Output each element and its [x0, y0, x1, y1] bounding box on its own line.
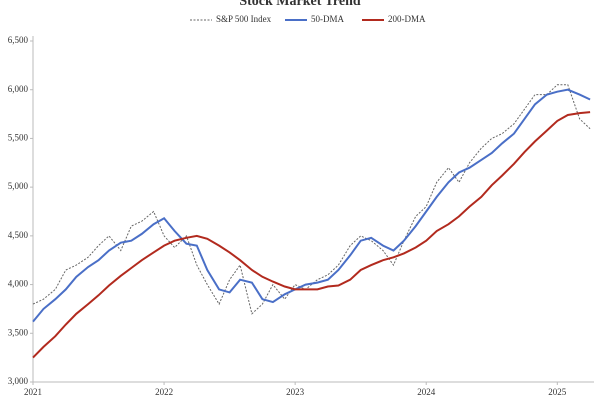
- y-tick-label: 3,500: [8, 327, 29, 337]
- x-tick-label: 2024: [417, 387, 436, 397]
- x-tick-label: 2021: [24, 387, 42, 397]
- x-tick-label: 2022: [155, 387, 173, 397]
- y-tick-label: 6,000: [8, 84, 29, 94]
- y-tick-label: 4,500: [8, 230, 29, 240]
- y-tick-label: 5,500: [8, 132, 29, 142]
- y-tick-label: 4,000: [8, 279, 29, 289]
- x-tick-label: 2023: [286, 387, 305, 397]
- y-tick-label: 5,000: [8, 181, 29, 191]
- series-line: [32, 88, 591, 323]
- legend-label: S&P 500 Index: [216, 14, 272, 24]
- y-tick-label: 6,500: [8, 35, 29, 45]
- legend-label: 200-DMA: [388, 14, 426, 24]
- legend-label: 50-DMA: [311, 14, 344, 24]
- x-tick-label: 2025: [548, 387, 567, 397]
- series-line: [32, 111, 591, 359]
- chart-title: Stock Market Trend: [239, 0, 361, 9]
- y-tick-label: 3,000: [8, 376, 29, 386]
